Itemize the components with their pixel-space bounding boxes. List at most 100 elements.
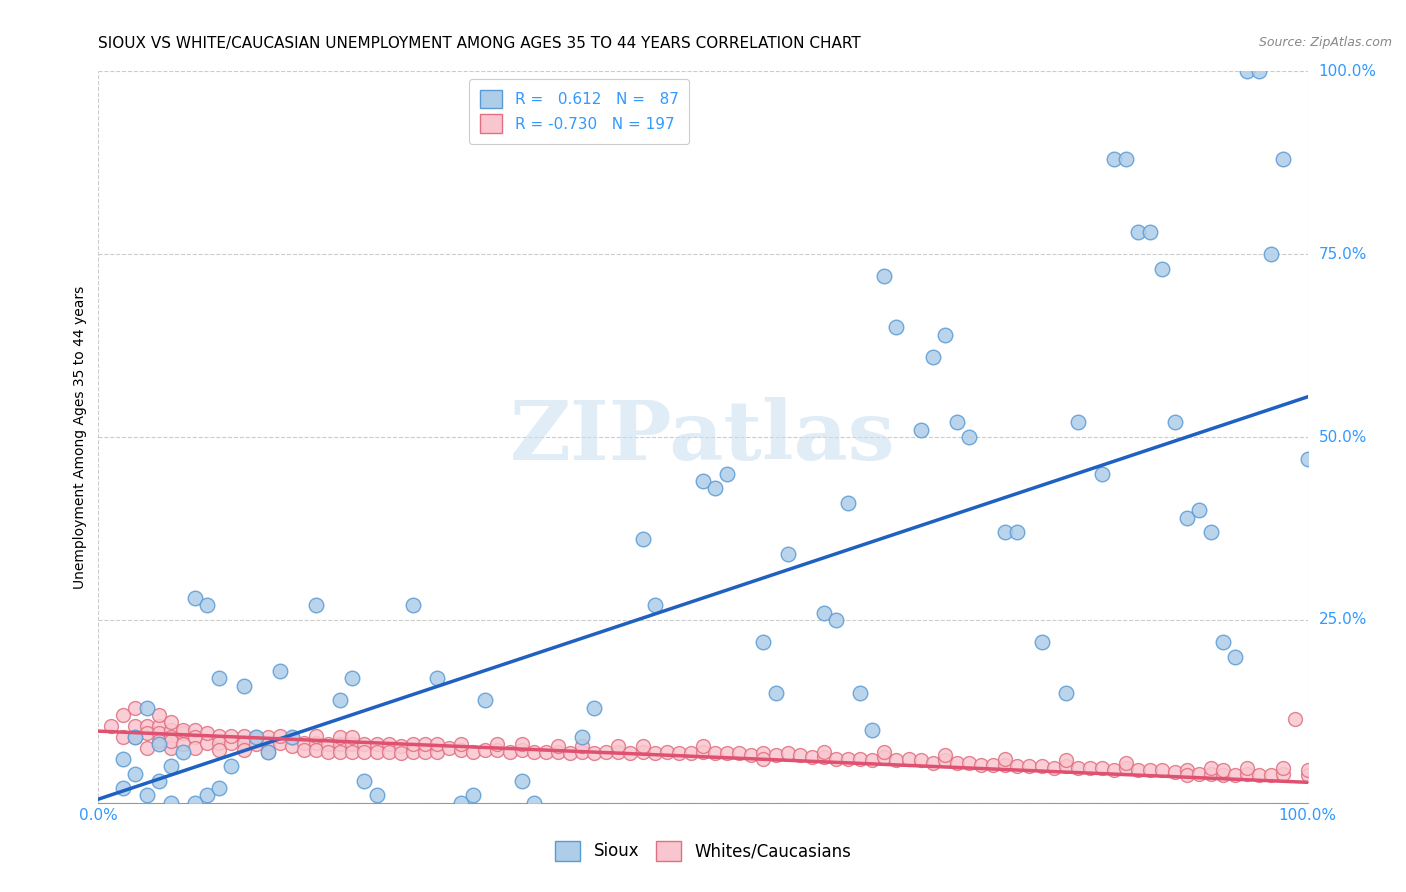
Point bbox=[124, 766, 146, 780]
Point bbox=[111, 730, 134, 744]
Point bbox=[1223, 649, 1246, 664]
Point bbox=[921, 756, 943, 770]
Point bbox=[994, 752, 1017, 766]
Point bbox=[934, 753, 956, 767]
Point bbox=[716, 746, 738, 760]
Point bbox=[402, 745, 425, 759]
Point bbox=[160, 759, 183, 773]
Point bbox=[208, 672, 231, 686]
Point bbox=[111, 752, 134, 766]
Point bbox=[221, 759, 243, 773]
Point bbox=[1175, 763, 1198, 777]
Point bbox=[463, 789, 485, 803]
Point bbox=[1284, 712, 1306, 726]
Point bbox=[486, 737, 509, 751]
Point bbox=[135, 719, 157, 733]
Point bbox=[595, 745, 617, 759]
Point bbox=[547, 739, 569, 753]
Point bbox=[825, 613, 848, 627]
Point bbox=[1223, 768, 1246, 782]
Point bbox=[849, 752, 872, 766]
Point bbox=[837, 496, 859, 510]
Point bbox=[1212, 635, 1234, 649]
Point bbox=[1139, 225, 1161, 239]
Point bbox=[1236, 761, 1258, 775]
Point bbox=[886, 320, 908, 334]
Point bbox=[740, 748, 762, 763]
Point bbox=[245, 737, 267, 751]
Point bbox=[583, 700, 606, 714]
Point bbox=[825, 752, 848, 766]
Point bbox=[450, 737, 472, 751]
Point bbox=[281, 731, 304, 746]
Point bbox=[172, 745, 194, 759]
Point bbox=[1067, 761, 1090, 775]
Point bbox=[571, 730, 593, 744]
Point bbox=[148, 708, 170, 723]
Point bbox=[329, 737, 352, 751]
Point bbox=[342, 730, 364, 744]
Point bbox=[135, 789, 157, 803]
Point bbox=[800, 750, 823, 764]
Text: Source: ZipAtlas.com: Source: ZipAtlas.com bbox=[1258, 36, 1392, 49]
Text: 50.0%: 50.0% bbox=[1319, 430, 1367, 444]
Point bbox=[389, 739, 412, 753]
Point bbox=[256, 745, 278, 759]
Point bbox=[631, 533, 654, 547]
Point bbox=[1102, 763, 1125, 777]
Point bbox=[413, 745, 436, 759]
Point bbox=[498, 745, 520, 759]
Point bbox=[523, 745, 546, 759]
Text: ZIPatlas: ZIPatlas bbox=[510, 397, 896, 477]
Point bbox=[1296, 452, 1319, 467]
Point bbox=[256, 737, 278, 751]
Point bbox=[571, 745, 593, 759]
Point bbox=[195, 726, 218, 740]
Point bbox=[232, 743, 254, 757]
Point bbox=[1152, 261, 1174, 276]
Point bbox=[208, 736, 231, 750]
Point bbox=[970, 757, 993, 772]
Point bbox=[813, 745, 835, 759]
Point bbox=[860, 753, 883, 767]
Point bbox=[716, 467, 738, 481]
Point bbox=[124, 730, 146, 744]
Point bbox=[160, 740, 183, 755]
Point bbox=[789, 748, 811, 763]
Point bbox=[607, 745, 630, 759]
Point bbox=[184, 730, 207, 744]
Point bbox=[692, 474, 714, 488]
Text: 75.0%: 75.0% bbox=[1319, 247, 1367, 261]
Point bbox=[377, 745, 399, 759]
Point bbox=[1163, 765, 1185, 780]
Point bbox=[366, 737, 388, 751]
Point bbox=[957, 756, 980, 770]
Point bbox=[1188, 766, 1211, 780]
Point bbox=[450, 743, 472, 757]
Point bbox=[172, 737, 194, 751]
Point bbox=[111, 781, 134, 796]
Point bbox=[547, 745, 569, 759]
Point bbox=[1091, 761, 1114, 775]
Point bbox=[1091, 467, 1114, 481]
Point bbox=[366, 745, 388, 759]
Point bbox=[269, 736, 291, 750]
Point bbox=[981, 757, 1004, 772]
Point bbox=[184, 723, 207, 737]
Point bbox=[292, 743, 315, 757]
Point bbox=[704, 746, 727, 760]
Point bbox=[813, 750, 835, 764]
Point bbox=[873, 269, 896, 284]
Point bbox=[631, 745, 654, 759]
Point bbox=[135, 726, 157, 740]
Point bbox=[1236, 766, 1258, 780]
Point bbox=[184, 591, 207, 605]
Point bbox=[1102, 152, 1125, 166]
Point bbox=[124, 700, 146, 714]
Point bbox=[269, 664, 291, 678]
Point bbox=[994, 757, 1017, 772]
Point bbox=[934, 748, 956, 763]
Point bbox=[1175, 510, 1198, 524]
Point bbox=[160, 723, 183, 737]
Point bbox=[1236, 64, 1258, 78]
